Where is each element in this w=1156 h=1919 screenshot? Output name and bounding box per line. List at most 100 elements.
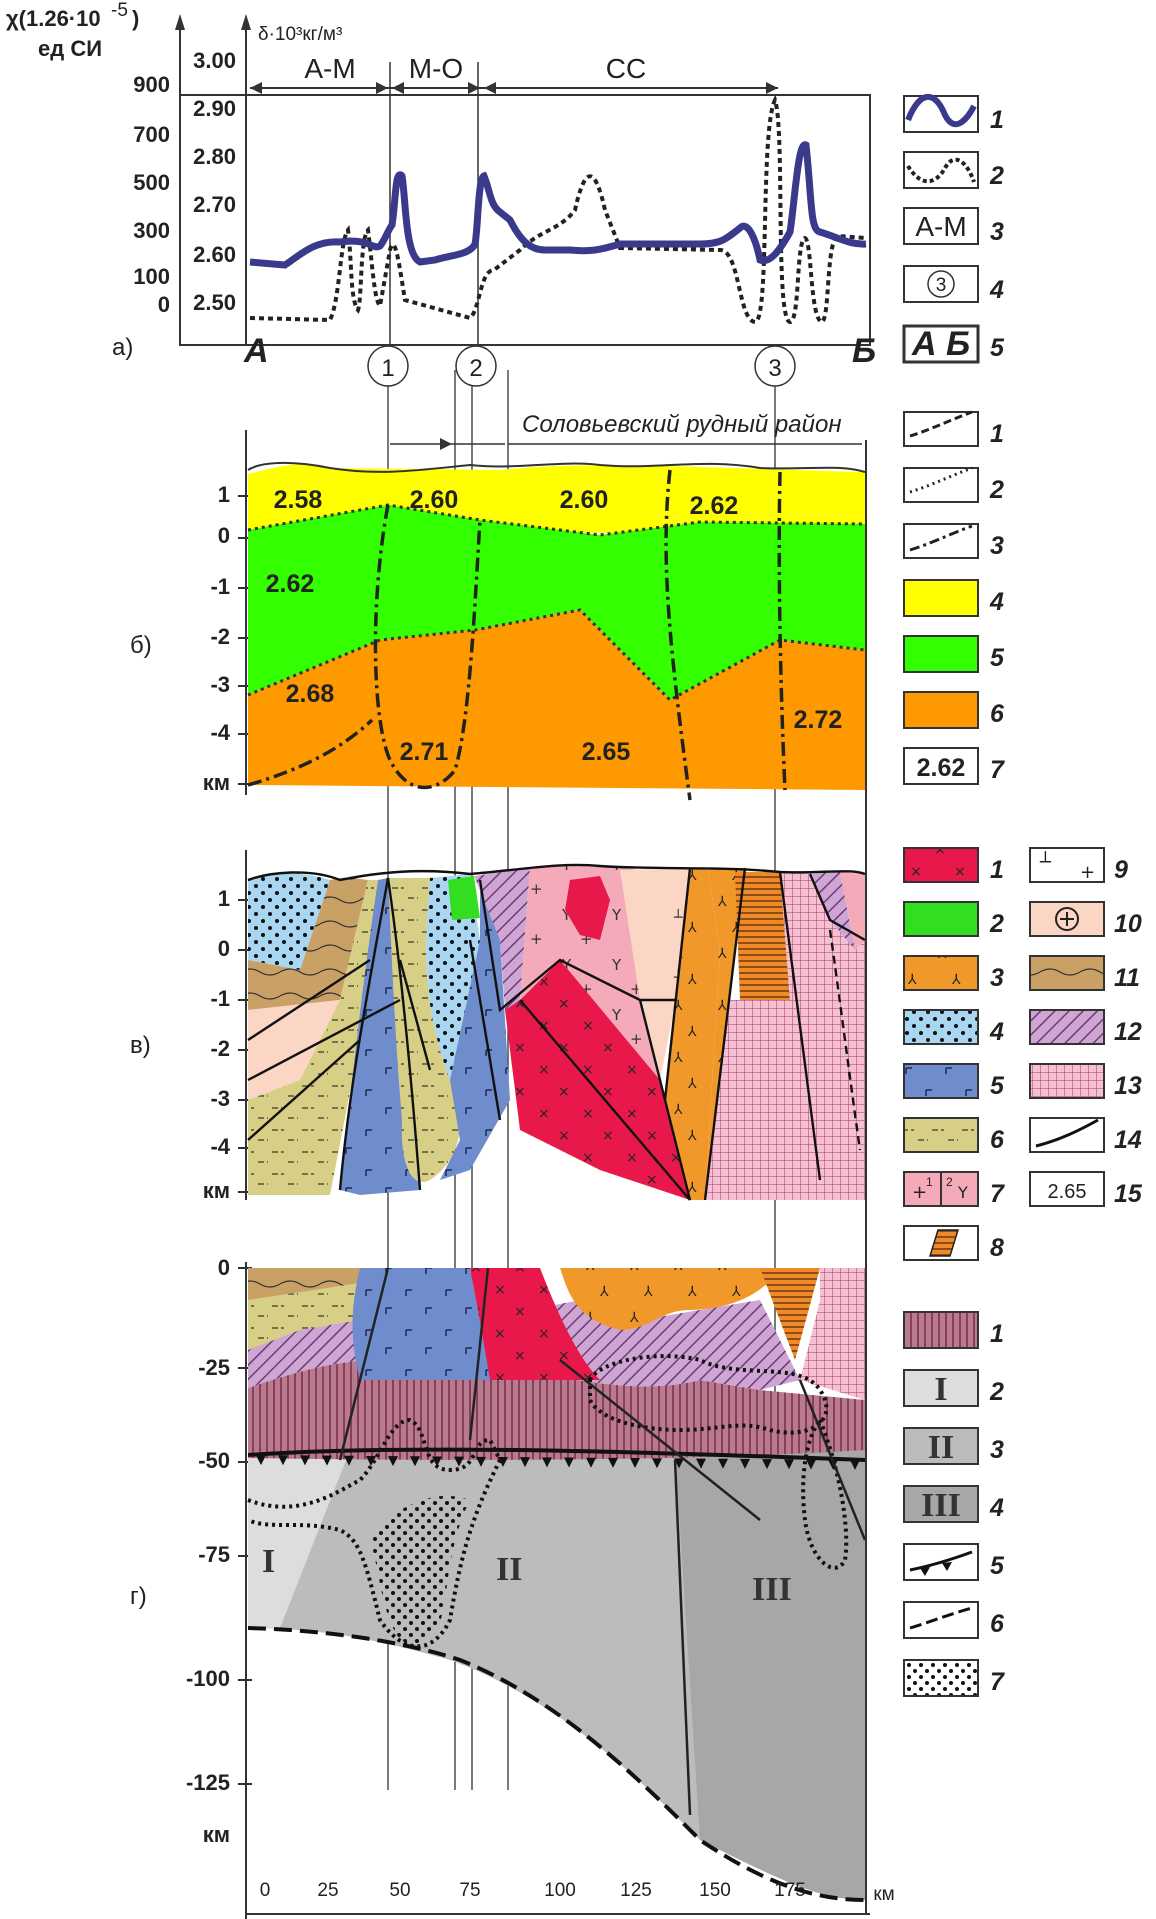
x-tick: 175 <box>774 1880 806 1901</box>
x-tick: 125 <box>620 1880 652 1901</box>
body-gabbro-g <box>352 1268 490 1380</box>
density-tick: 2.50 <box>193 290 236 315</box>
legend-b-box-7 <box>903 747 979 785</box>
panel-v-label: в) <box>130 1032 151 1059</box>
density-ticks: 3.00 2.90 2.80 2.70 2.60 2.50 <box>193 48 236 315</box>
legend-num: 2 <box>989 476 1004 504</box>
profile-start-label: А <box>243 332 269 370</box>
legend-num: 2 <box>989 910 1004 938</box>
legend-v-box <box>940 1171 979 1207</box>
legend-b: 1 2 3 4 5 6 2.62 7 <box>903 410 1005 785</box>
chi-axis-unit: ед СИ <box>38 36 102 61</box>
legend-v-box <box>903 901 979 937</box>
legend-v-box <box>903 1171 942 1207</box>
legend-block-sample: II <box>928 1429 954 1466</box>
rock-green <box>448 876 480 920</box>
depth-tick: -125 <box>186 1770 230 1795</box>
legend-profile-sample: А Б <box>911 325 970 363</box>
depth-tick: -1 <box>210 986 230 1011</box>
depth-tick: 1 <box>218 886 230 911</box>
rock-peach-right <box>620 868 690 1080</box>
legend-v-box <box>1029 955 1105 991</box>
legend-num: 7 <box>990 1668 1005 1696</box>
legend-a-box-2 <box>903 151 979 189</box>
legend-v-box <box>1029 1063 1105 1099</box>
density-value: 2.62 <box>266 570 315 598</box>
depth-tick: -2 <box>210 624 230 649</box>
depth-ticks-v: 1 0 -1 -2 -3 -4 км <box>203 886 231 1203</box>
legend-num: 7 <box>990 756 1005 784</box>
legend-num: 5 <box>990 1552 1005 1580</box>
x-unit: км <box>873 1884 894 1905</box>
legend-b-yellow <box>903 579 979 617</box>
rock-tuff-dots <box>248 873 330 970</box>
density-value: 2.68 <box>286 680 335 708</box>
legend-fault-line <box>909 410 973 438</box>
legend-num: 6 <box>990 1610 1005 1638</box>
lithosphere-base <box>247 1626 866 1902</box>
legend-num: 3 <box>990 218 1004 246</box>
panel-b-label: б) <box>130 632 152 659</box>
density-value: 2.58 <box>274 486 323 514</box>
fault-markers: 1 2 3 <box>367 345 796 387</box>
layer-mantle-pink <box>248 1360 865 1460</box>
legend-num: 4 <box>989 1494 1004 1522</box>
depth-tick: -2 <box>210 1036 230 1061</box>
legend-sub: 1 <box>926 1175 933 1189</box>
density-tick: 3.00 <box>193 48 236 73</box>
legend-num: 4 <box>989 588 1004 616</box>
x-tick: 150 <box>699 1880 731 1901</box>
legend-num: 7 <box>990 1180 1005 1208</box>
rock-dots-center <box>426 874 480 1080</box>
legend-num: 2 <box>989 162 1004 190</box>
legend-moho-teeth <box>920 1562 952 1576</box>
density-value: 2.71 <box>400 738 449 766</box>
depth-tick: -25 <box>198 1355 230 1380</box>
depth-ticks-g: 0 -25 -50 -75 -100 -125 км <box>186 1255 230 1847</box>
legend-b-orange <box>903 691 979 729</box>
density-tick: 2.90 <box>193 96 236 121</box>
depth-tick: 0 <box>218 936 230 961</box>
legend-g-box <box>903 1427 979 1465</box>
legend-v-box <box>1029 1009 1105 1045</box>
depth-tickmarks-b <box>238 495 252 785</box>
legend-num: 13 <box>1114 1072 1142 1100</box>
density-axis-arrow <box>241 14 251 30</box>
x-tick: 0 <box>260 1880 271 1901</box>
layer-green <box>248 505 865 700</box>
density-value: 2.62 <box>690 492 739 520</box>
depth-tick: -4 <box>210 1134 230 1159</box>
legend-num: 3 <box>990 1436 1004 1464</box>
legend-chi-line <box>905 93 977 128</box>
fault-dashdot-3 <box>247 718 374 787</box>
rock-violet <box>474 868 530 1010</box>
legend-sub: 2 <box>946 1175 953 1189</box>
legend-num: 11 <box>1114 964 1140 992</box>
legend-striped-sample <box>928 1229 960 1257</box>
legend-v-box <box>903 1063 979 1099</box>
block-label-II: II <box>496 1551 522 1588</box>
body-granite-g <box>470 1268 600 1380</box>
legend-g-box <box>903 1485 979 1523</box>
depth-unit: км <box>203 1178 230 1203</box>
legend-moho-line <box>909 1550 973 1572</box>
legend-zone-sample: А-М <box>915 211 966 242</box>
depth-tick: -3 <box>210 1086 230 1111</box>
legend-num: 5 <box>990 644 1005 672</box>
district-label: Соловьевский рудный район <box>522 411 842 438</box>
district-arrowhead <box>440 438 452 450</box>
stipple-fill-1 <box>370 1495 470 1644</box>
depth-tick: 1 <box>218 482 230 507</box>
layer-tan-top <box>248 1268 380 1300</box>
rock-red-small <box>565 876 610 940</box>
legend-density-sample: 2.65 <box>1048 1181 1087 1203</box>
legend-g: 1 I 2 II 3 III 4 5 6 7 <box>903 1311 1005 1697</box>
contacts-v <box>247 863 866 1201</box>
legend-v-box <box>1029 847 1105 883</box>
density-value: 2.72 <box>794 706 843 734</box>
legend-block-sample: III <box>921 1487 961 1524</box>
legend-num: 4 <box>989 1018 1004 1046</box>
panel-a-frame <box>179 94 871 346</box>
legend-v-box <box>1029 1171 1105 1207</box>
